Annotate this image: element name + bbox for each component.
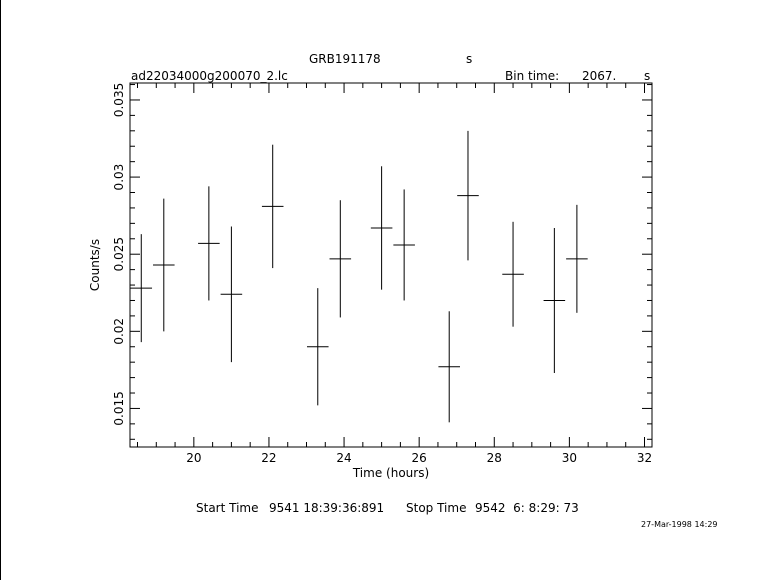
start-time-value: 9541 18:39:36:891 (269, 501, 385, 515)
y-tick-label: 0.025 (112, 237, 126, 271)
file-name: ad22034000g200070_2.lc (131, 69, 288, 83)
bin-time-unit: s (644, 69, 651, 83)
x-tick-label: 26 (412, 451, 427, 465)
y-axis-label: Counts/s (88, 239, 102, 291)
x-axis-label: Time (hours) (352, 466, 429, 480)
x-tick-label: 32 (637, 451, 652, 465)
x-tick-label: 22 (261, 451, 276, 465)
start-time-label: Start Time (196, 501, 259, 515)
plot-frame (129, 82, 653, 448)
y-tick-label: 0.015 (112, 391, 126, 425)
x-tick-label: 30 (562, 451, 577, 465)
plot-title: GRB191178 (309, 52, 381, 66)
plot-timestamp: 27-Mar-1998 14:29 (641, 520, 718, 529)
y-tick-label: 0.035 (112, 83, 126, 117)
bin-time-label: Bin time: (505, 69, 560, 83)
plot-title-unit: s (466, 52, 473, 66)
x-tick-label: 20 (186, 451, 201, 465)
x-tick-label: 28 (487, 451, 502, 465)
x-tick-label: 24 (336, 451, 351, 465)
stop-time-value: 9542 6: 8:29: 73 (475, 501, 579, 515)
stop-time-label: Stop Time (406, 501, 467, 515)
y-tick-label: 0.02 (112, 318, 126, 345)
bin-time-value: 2067. (582, 69, 617, 83)
y-tick-label: 0.03 (112, 164, 126, 191)
window-left-edge (0, 0, 1, 580)
